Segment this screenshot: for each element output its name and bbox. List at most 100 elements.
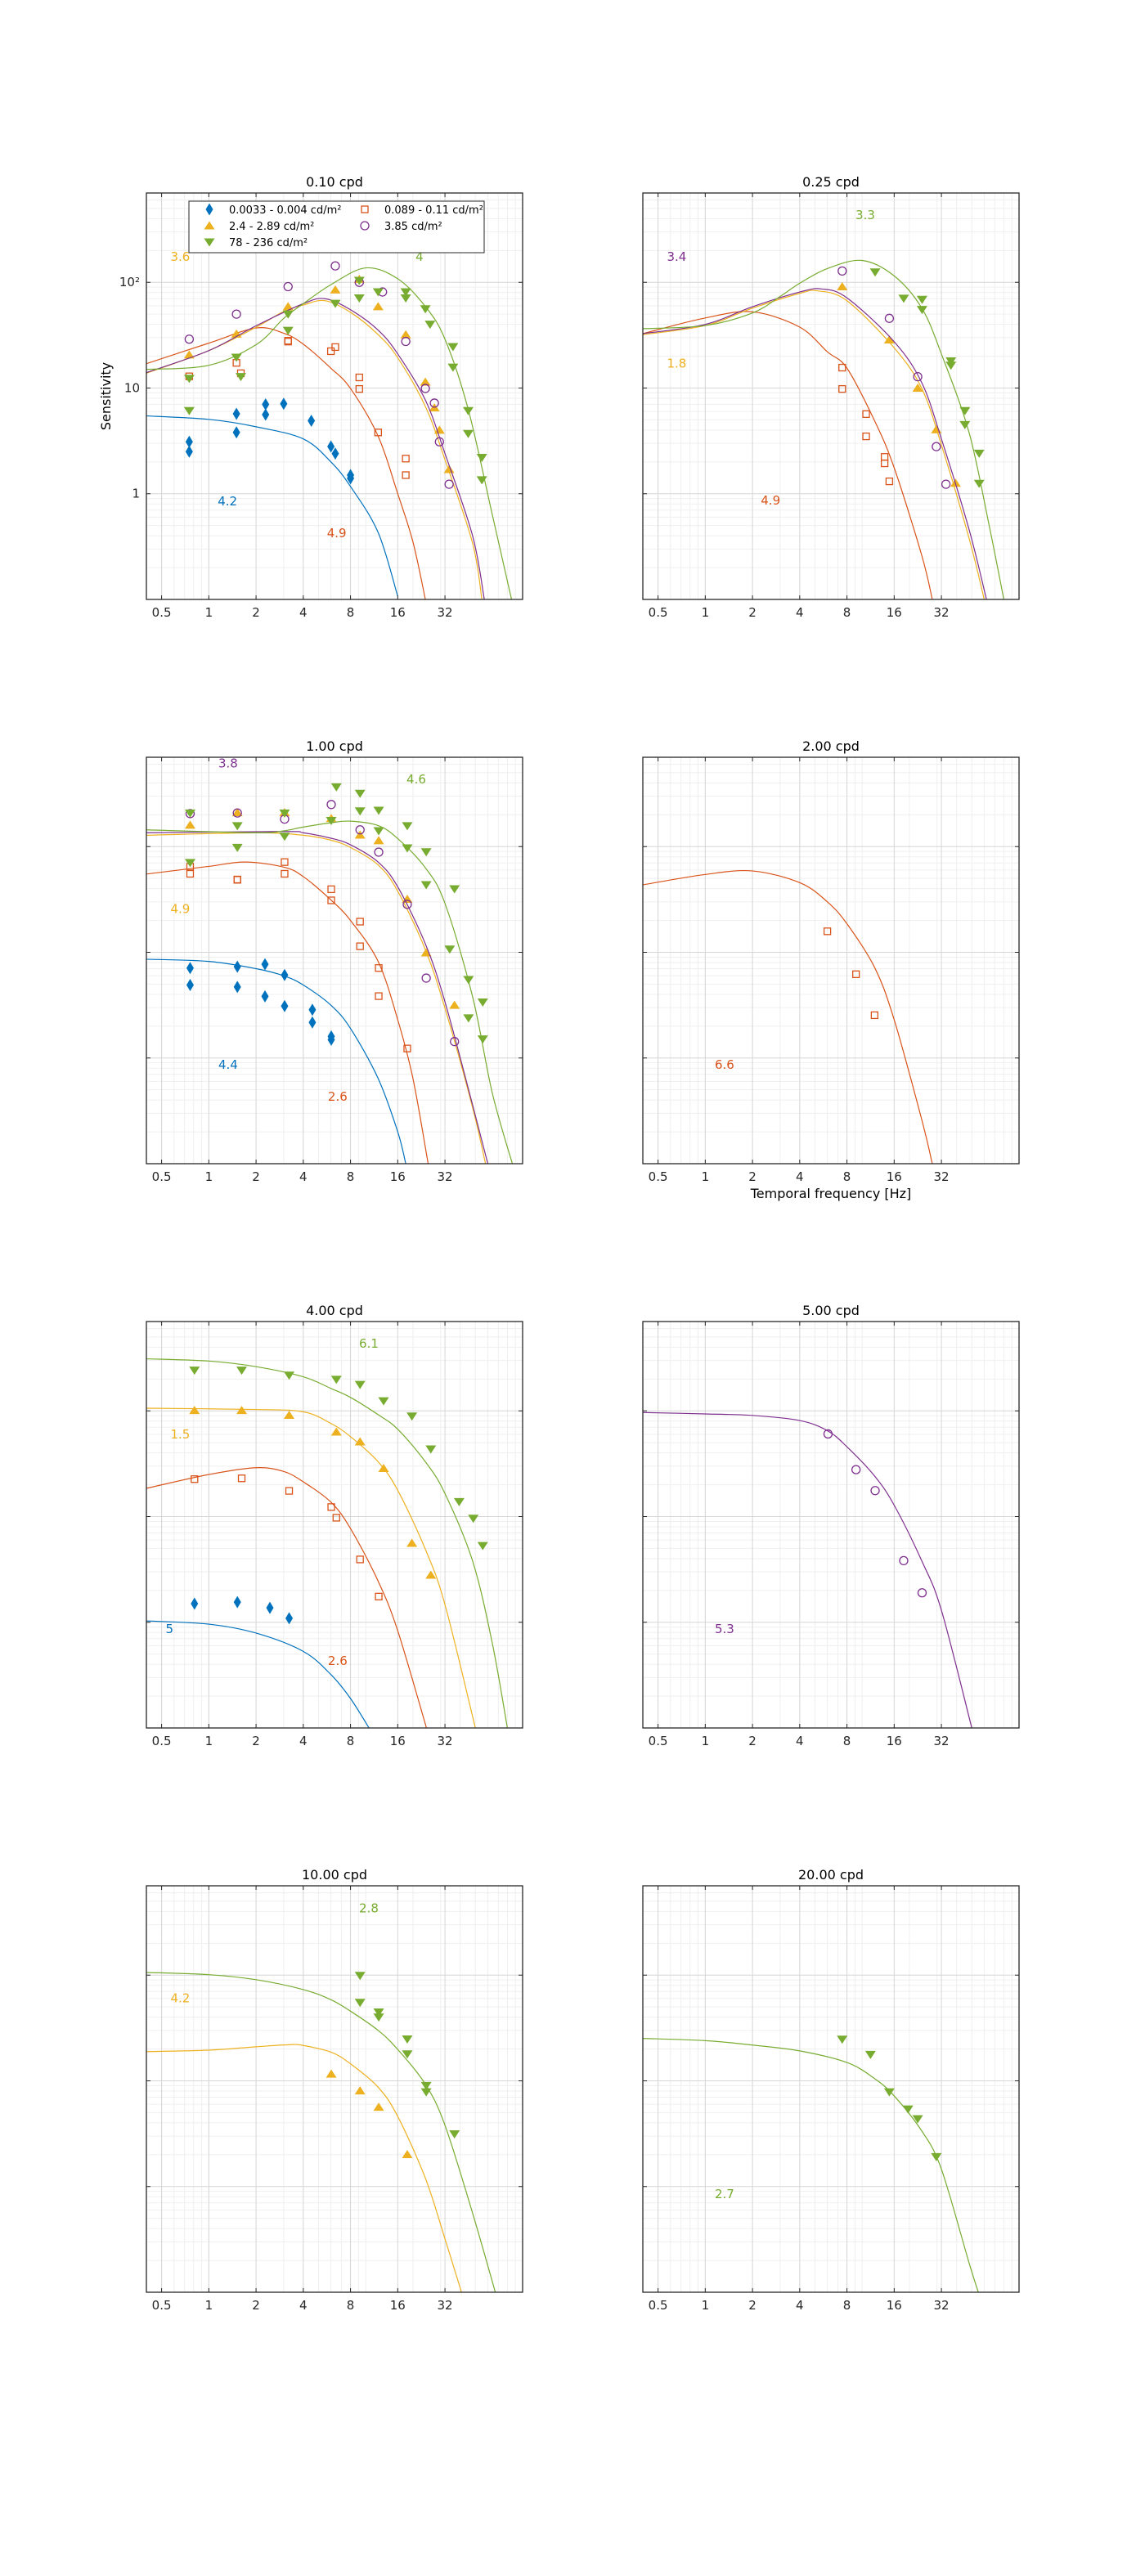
data-point-s5 — [931, 2152, 942, 2161]
data-point-s2 — [880, 459, 889, 468]
data-point-s2 — [281, 869, 289, 878]
data-point-s5 — [477, 999, 488, 1008]
subplot-title: 4.00 cpd — [306, 1303, 363, 1318]
fit-curve-s2 — [146, 861, 429, 1164]
data-point-s5 — [864, 2050, 876, 2059]
x-tick-label: 32 — [934, 2298, 950, 2313]
data-point-s4 — [870, 1486, 880, 1496]
x-tick-label: 8 — [843, 1169, 851, 1184]
data-point-s4 — [420, 384, 430, 393]
fit-curve-s1 — [146, 415, 398, 597]
x-tick-label: 1 — [702, 1734, 710, 1748]
data-point-s1 — [280, 397, 288, 411]
fit-curve-s4 — [643, 288, 987, 599]
x-tick-label: 4 — [299, 605, 308, 620]
data-point-s3 — [402, 2150, 413, 2159]
data-point-s2 — [838, 384, 846, 393]
subplot-2: 3.8 4.6 4.9 4.4 2.6 0.5 1 2 4 8 16 32 1.00 cpd — [146, 738, 523, 1184]
data-point-s1 — [233, 1595, 241, 1609]
data-point-s1 — [261, 958, 269, 971]
data-point-s2 — [284, 338, 292, 346]
data-point-s2 — [823, 927, 832, 936]
legend-marker-s1 — [205, 203, 213, 216]
fit-annotation: 4.9 — [171, 901, 191, 916]
fit-curve-s4 — [146, 831, 489, 1164]
data-point-s5 — [372, 288, 384, 297]
data-point-s5 — [477, 1035, 488, 1044]
fit-annotation: 1.8 — [667, 356, 687, 370]
data-point-s5 — [402, 844, 413, 853]
fit-curve-s5 — [146, 1358, 509, 1728]
data-point-s4 — [283, 281, 293, 292]
data-point-s5 — [402, 2050, 413, 2059]
data-point-s2 — [237, 1474, 246, 1483]
data-point-s5 — [916, 295, 927, 304]
x-tick-label: 2 — [748, 1734, 757, 1748]
fit-curve-s3 — [146, 2044, 462, 2292]
data-point-s5 — [444, 945, 456, 954]
data-point-s5 — [477, 1542, 488, 1551]
x-tick-label: 0.5 — [152, 605, 172, 620]
data-point-s5 — [354, 1999, 366, 2008]
plot-area — [146, 1886, 523, 2292]
data-point-s5 — [402, 2035, 413, 2044]
axes-box — [146, 756, 523, 1165]
data-point-s5 — [400, 288, 411, 297]
x-tick-label: 16 — [887, 2298, 902, 2313]
data-point-s5 — [463, 1014, 474, 1023]
data-point-s5 — [945, 357, 957, 366]
fit-curve-s2 — [146, 1467, 428, 1728]
x-tick-label: 4 — [796, 2298, 804, 2313]
data-point-s2 — [186, 869, 195, 878]
axes-box — [642, 1885, 1020, 2293]
data-point-s5 — [420, 2088, 432, 2097]
x-tick-label: 32 — [438, 1734, 453, 1748]
data-point-s5 — [282, 326, 294, 335]
data-point-s4 — [837, 266, 847, 276]
data-point-s1 — [233, 981, 241, 994]
fit-curve-s5 — [643, 2038, 979, 2292]
data-point-s5 — [184, 859, 195, 868]
data-point-s1 — [261, 990, 269, 1003]
data-point-s5 — [373, 2013, 384, 2022]
data-point-s1 — [232, 407, 240, 420]
data-point-s3 — [330, 285, 341, 294]
data-point-s3 — [400, 330, 411, 339]
fit-annotation: 4.4 — [218, 1057, 238, 1072]
subplot-1: 3.3 3.4 1.8 4.9 0.5 1 2 4 8 16 32 0.25 cpd — [642, 174, 1020, 620]
data-point-s2 — [281, 858, 289, 866]
fit-annotation: 4.9 — [327, 526, 347, 541]
data-point-s1 — [327, 1033, 335, 1046]
x-tick-label: 32 — [438, 2298, 453, 2313]
data-point-s5 — [959, 406, 971, 415]
data-point-s1 — [233, 960, 241, 973]
x-tick-label: 0.5 — [649, 1169, 668, 1184]
subplot-title: 5.00 cpd — [802, 1303, 860, 1318]
x-tick-label: 16 — [887, 1734, 902, 1748]
x-tick-label: 1 — [702, 1169, 710, 1184]
data-point-s4 — [913, 371, 923, 382]
data-point-s1 — [185, 445, 193, 458]
data-point-s5 — [453, 1497, 465, 1506]
data-point-s3 — [236, 1406, 248, 1415]
data-point-s1 — [308, 1003, 317, 1016]
data-point-s5 — [425, 1445, 437, 1454]
data-point-s2 — [355, 384, 363, 393]
y-axis-label: Sensitivity — [98, 362, 114, 430]
x-tick-label: 8 — [347, 2298, 355, 2313]
plot-area — [643, 1886, 1019, 2292]
data-point-s3 — [330, 1427, 342, 1436]
data-point-s1 — [191, 1597, 199, 1610]
legend-label-s3: 2.4 - 2.89 cd/m² — [229, 221, 314, 233]
data-point-s2 — [327, 885, 335, 894]
data-point-s5 — [420, 881, 432, 890]
data-point-s1 — [262, 408, 270, 421]
fit-annotation: 2.6 — [328, 1654, 348, 1668]
data-point-s5 — [231, 822, 243, 831]
fit-annotation: 4.6 — [406, 772, 426, 787]
subplot-5: 5.3 0.5 1 2 4 8 16 32 5.00 cpd — [642, 1303, 1020, 1748]
data-point-s3 — [449, 1000, 460, 1009]
data-point-s5 — [284, 1371, 295, 1380]
series-layer — [643, 1411, 972, 1728]
data-point-s4 — [184, 334, 195, 344]
